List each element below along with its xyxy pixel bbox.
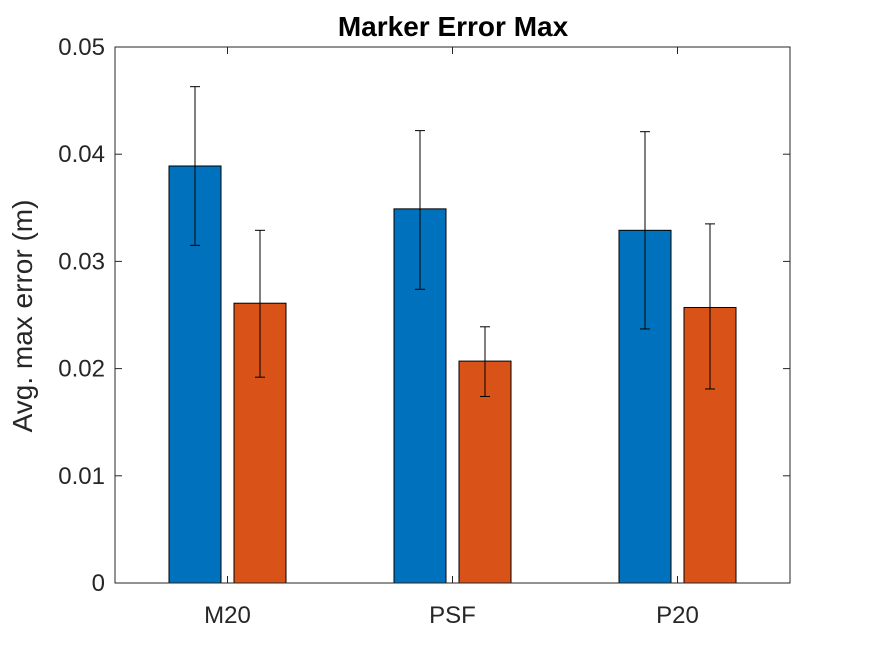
y-tick-label: 0.04: [58, 141, 105, 168]
y-axis-label: Avg. max error (m): [7, 200, 38, 433]
y-tick-label: 0.02: [58, 356, 105, 383]
y-tick-label: 0.03: [58, 248, 105, 275]
x-tick-label: M20: [204, 602, 251, 629]
y-tick-label: 0.05: [58, 34, 105, 61]
x-tick-label: P20: [656, 602, 699, 629]
plot-area: 0 0.01 0.02 0.03 0.04 0.05 M20 PSF P20: [58, 34, 791, 629]
chart-title: Marker Error Max: [338, 11, 569, 42]
y-tick-label: 0: [92, 570, 105, 597]
x-tick-label: PSF: [429, 602, 476, 629]
y-tick-label: 0.01: [58, 463, 105, 490]
